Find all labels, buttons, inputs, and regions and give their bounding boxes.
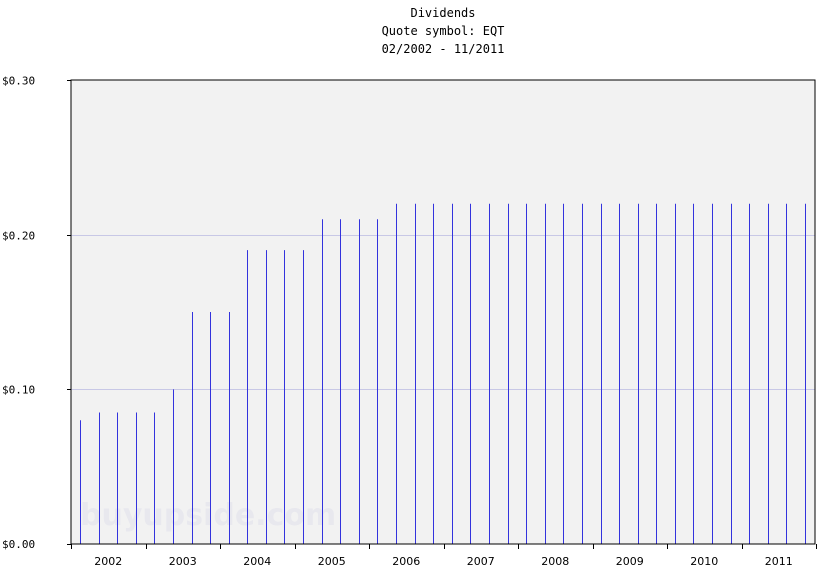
x-tick-label: 2007 (467, 555, 495, 568)
x-tick-label: 2005 (318, 555, 346, 568)
plot-area (71, 80, 815, 544)
chart-subtitle: Quote symbol: EQT (381, 24, 505, 38)
x-tick-label: 2010 (690, 555, 718, 568)
watermark-text: buyupside.com (80, 498, 336, 533)
y-tick-label: $0.30 (2, 75, 35, 88)
x-tick-label: 2009 (616, 555, 644, 568)
chart-date-range: 02/2002 - 11/2011 (381, 42, 505, 56)
x-tick-label: 2003 (169, 555, 197, 568)
y-axis: $0.00 $0.10 $0.20 $0.30 (2, 75, 71, 551)
grid-lines (71, 235, 815, 390)
bar-series (80, 203, 806, 544)
x-tick-label: 2008 (541, 555, 569, 568)
x-tick-label: 2004 (243, 555, 271, 568)
x-axis: 2002 2003 2004 2005 2006 2007 2008 2009 2010 2011 (71, 544, 817, 568)
y-tick-label: $0.00 (2, 538, 35, 551)
chart-titles: Dividends Quote symbol: EQT 02/2002 - 11… (0, 4, 836, 58)
plot-frame (70, 79, 816, 545)
x-tick-label: 2006 (392, 555, 420, 568)
chart-title: Dividends (410, 6, 476, 20)
x-tick-label: 2002 (94, 555, 122, 568)
y-tick-label: $0.10 (2, 384, 35, 397)
y-tick-label: $0.20 (2, 230, 35, 243)
x-tick-label: 2011 (765, 555, 793, 568)
